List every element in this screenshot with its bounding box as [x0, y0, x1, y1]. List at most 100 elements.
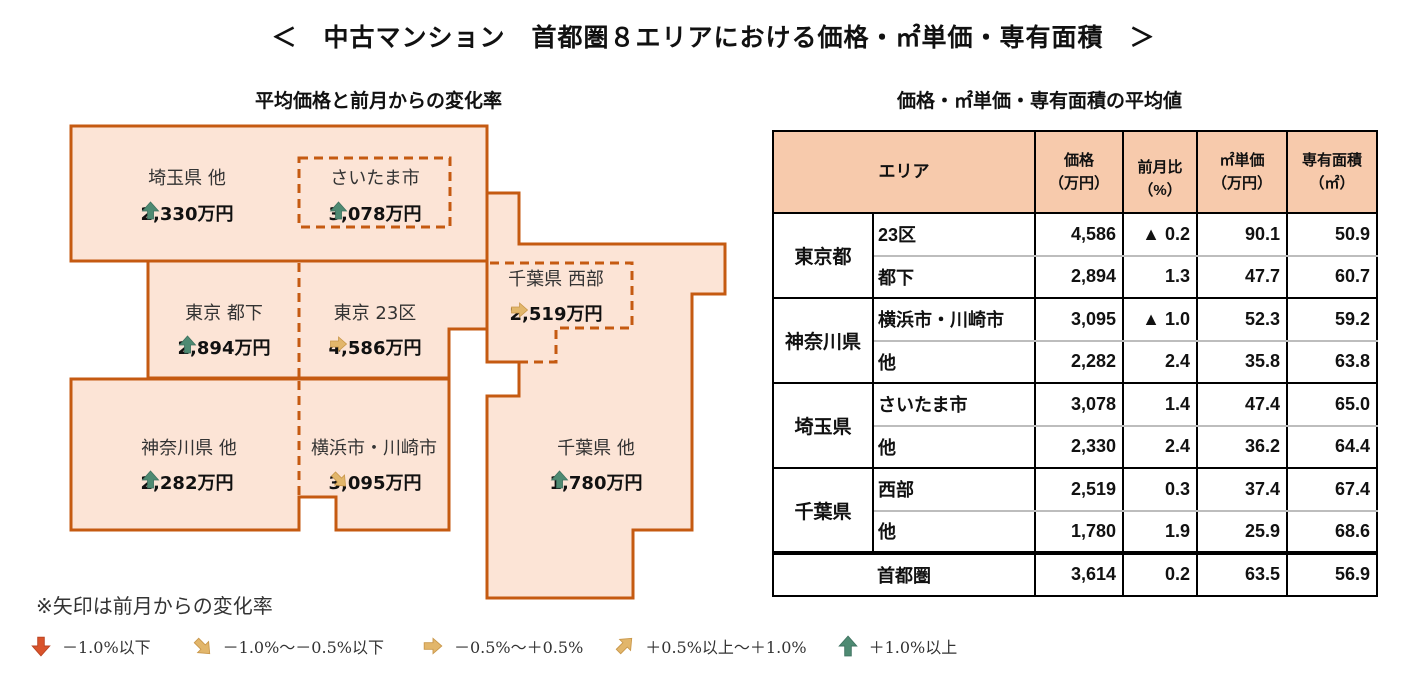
header-area: エリア: [772, 130, 1036, 214]
ratio-cell: ▲ 0.2: [1122, 212, 1198, 257]
sub-area-cell: 都下: [872, 254, 1036, 299]
table-row-total: 首都圏 3,614 0.2 63.5 56.9: [772, 551, 1378, 597]
arrow-up-icon: [550, 470, 569, 489]
floor-area-cell: 59.2: [1286, 297, 1378, 342]
arrow-right-icon: [330, 336, 348, 352]
price-cell: 2,894: [1034, 254, 1124, 299]
sub-area-cell: 23区: [872, 212, 1036, 257]
region-name-chiba-other: 千葉県 他: [557, 438, 635, 459]
arrow-up-right-icon: [615, 637, 633, 655]
arrow-legend: －1.0%以下 －1.0%～－0.5%以下 －0.5%～＋0.5% ＋0.5%以…: [30, 634, 987, 658]
header-ratio: 前月比 （%）: [1122, 130, 1198, 214]
unit-price-cell: 37.4: [1196, 467, 1288, 512]
region-name-kanagawa-other: 神奈川県 他: [141, 438, 237, 459]
region-name-saitama-city: さいたま市: [330, 168, 420, 189]
ratio-cell: 1.9: [1122, 509, 1198, 554]
region-map: 埼玉県 他 2,330万円 さいたま市 3,078万円 東京 都下 2,894万…: [69, 124, 727, 600]
region-price-chiba-other: 1,780万円: [550, 469, 642, 495]
ratio-cell: 0.2: [1122, 551, 1198, 597]
unit-price-cell: 47.7: [1196, 254, 1288, 299]
legend-item-up-mild: ＋0.5%以上～＋1.0%: [613, 634, 807, 658]
region-price-tokyo-tokka: 2,894万円: [178, 334, 270, 360]
floor-area-cell: 50.9: [1286, 212, 1378, 257]
arrow-note: ※矢印は前月からの変化率: [36, 594, 273, 618]
region-price-kanagawa-other: 2,282万円: [141, 469, 233, 495]
unit-price-cell: 90.1: [1196, 212, 1288, 257]
floor-area-cell: 63.8: [1286, 339, 1378, 384]
arrow-up-icon: [837, 635, 858, 657]
region-price-chiba-west: 2,519万円: [510, 300, 602, 326]
total-label-cell: 首都圏: [772, 551, 1036, 597]
region-price-saitama-other: 2,330万円: [141, 200, 233, 226]
arrow-up-icon: [141, 470, 160, 489]
price-cell: 3,614: [1034, 551, 1124, 597]
legend-item-down-mild: －1.0%～－0.5%以下: [191, 634, 384, 658]
arrow-down-icon: [31, 636, 51, 657]
price-cell: 3,078: [1034, 382, 1124, 427]
pref-cell: 神奈川県: [772, 297, 874, 384]
subregion-outline-saitama-city: [297, 156, 452, 229]
ratio-cell: 2.4: [1122, 339, 1198, 384]
legend-item-flat: －0.5%～＋0.5%: [422, 634, 583, 658]
region-name-chiba-west: 千葉県 西部: [508, 269, 604, 290]
arrow-right-icon: [423, 637, 443, 655]
table-row: 神奈川県 横浜市・川崎市 3,095 ▲ 1.0 52.3 59.2: [772, 297, 1378, 384]
region-name-tokyo-tokka: 東京 都下: [185, 303, 263, 324]
region-shape-kanagawa: [69, 377, 451, 532]
sub-area-cell: 他: [872, 339, 1036, 384]
price-cell: 3,095: [1034, 297, 1124, 342]
region-price-yokohama-kawasaki: 3,095万円: [329, 469, 421, 495]
unit-price-cell: 47.4: [1196, 382, 1288, 427]
header-floor-area: 専有面積 （㎡）: [1286, 130, 1378, 214]
arrow-up-icon: [178, 335, 197, 354]
unit-price-cell: 63.5: [1196, 551, 1288, 597]
ratio-cell: 0.3: [1122, 467, 1198, 512]
sub-area-cell: さいたま市: [872, 382, 1036, 427]
unit-price-cell: 25.9: [1196, 509, 1288, 554]
floor-area-cell: 67.4: [1286, 467, 1378, 512]
legend-item-down-strong: －1.0%以下: [30, 634, 151, 658]
ratio-cell: ▲ 1.0: [1122, 297, 1198, 342]
region-shape-saitama: [69, 124, 489, 263]
stats-table: エリア 価格 （万円） 前月比 （%） ㎡単価 （万円） 専有面積 （㎡） 東京都 23…: [772, 130, 1378, 597]
price-cell: 2,330: [1034, 424, 1124, 469]
arrow-down-right-icon: [330, 471, 346, 487]
region-shape-chiba: [485, 191, 727, 600]
arrow-up-icon: [141, 201, 160, 220]
table-row: 他 1,780 1.9 25.9 68.6: [773, 509, 1378, 554]
sub-area-cell: 他: [872, 424, 1036, 469]
floor-area-cell: 65.0: [1286, 382, 1378, 427]
map-section-title: 平均価格と前月からの変化率: [255, 90, 503, 112]
region-price-saitama-city: 3,078万円: [329, 200, 421, 226]
sub-area-cell: 西部: [872, 467, 1036, 512]
table-row: 都下 2,894 1.3 47.7 60.7: [773, 254, 1378, 299]
table-row: 千葉県 西部 2,519 0.3 37.4 67.4: [772, 467, 1378, 554]
sub-area-cell: 他: [872, 509, 1036, 554]
header-price: 価格 （万円）: [1034, 130, 1124, 214]
price-cell: 2,519: [1034, 467, 1124, 512]
floor-area-cell: 64.4: [1286, 424, 1378, 469]
floor-area-cell: 60.7: [1286, 254, 1378, 299]
region-name-yokohama-kawasaki: 横浜市・川崎市: [311, 438, 437, 459]
ratio-cell: 1.3: [1122, 254, 1198, 299]
region-name-tokyo-23: 東京 23区: [333, 303, 417, 324]
floor-area-cell: 68.6: [1286, 509, 1378, 554]
unit-price-cell: 36.2: [1196, 424, 1288, 469]
table-header-row: エリア 価格 （万円） 前月比 （%） ㎡単価 （万円） 専有面積 （㎡）: [772, 130, 1378, 214]
table-row: 東京都 23区 4,586 ▲ 0.2 90.1 50.9: [772, 212, 1378, 299]
pref-cell: 東京都: [772, 212, 874, 299]
floor-area-cell: 56.9: [1286, 551, 1378, 597]
pref-cell: 埼玉県: [772, 382, 874, 469]
page-title: ＜ 中古マンション 首都圏８エリアにおける価格・㎡単価・専有面積 ＞: [271, 23, 1156, 52]
map-shapes: [69, 124, 727, 600]
ratio-cell: 1.4: [1122, 382, 1198, 427]
price-cell: 4,586: [1034, 212, 1124, 257]
arrow-down-right-icon: [193, 637, 210, 655]
price-cell: 1,780: [1034, 509, 1124, 554]
table-row: 他 2,282 2.4 35.8 63.8: [773, 339, 1378, 384]
sub-area-cell: 横浜市・川崎市: [872, 297, 1036, 342]
unit-price-cell: 35.8: [1196, 339, 1288, 384]
table-row: 他 2,330 2.4 36.2 64.4: [773, 424, 1378, 469]
ratio-cell: 2.4: [1122, 424, 1198, 469]
unit-price-cell: 52.3: [1196, 297, 1288, 342]
